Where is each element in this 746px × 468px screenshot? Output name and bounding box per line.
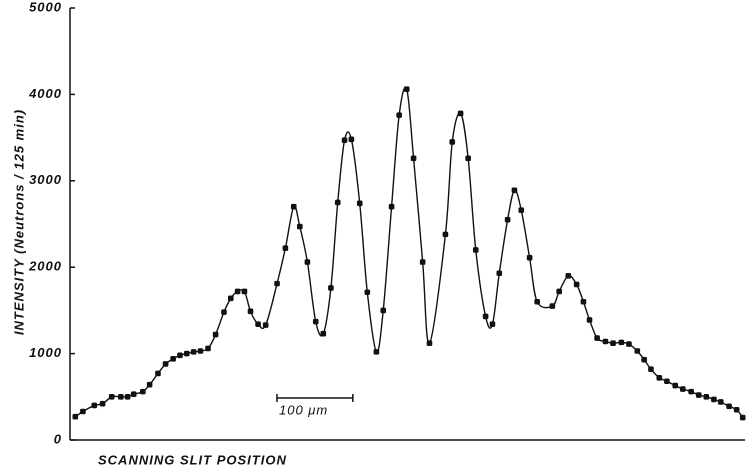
data-point — [573, 281, 580, 288]
data-point — [641, 356, 647, 363]
data-point — [489, 321, 496, 328]
data-point — [680, 386, 686, 392]
data-point — [241, 288, 248, 295]
data-point — [717, 399, 724, 405]
data-point — [255, 321, 261, 328]
data-point — [664, 378, 670, 385]
data-point — [518, 207, 525, 213]
data-point — [197, 348, 204, 354]
data-point — [177, 352, 183, 359]
data-point — [221, 309, 227, 315]
data-point — [703, 394, 710, 400]
data-point — [146, 381, 153, 388]
data-point — [205, 345, 211, 352]
data-point — [511, 187, 518, 194]
data-point — [364, 289, 371, 296]
data-point — [472, 247, 479, 253]
scale-bar-label: 100 μm — [279, 402, 328, 417]
data-point — [586, 317, 593, 323]
data-point — [247, 308, 254, 315]
data-point — [140, 388, 146, 395]
data-point — [170, 355, 176, 362]
data-point — [496, 270, 503, 277]
data-point — [262, 322, 269, 328]
data-point — [290, 203, 297, 210]
data-point — [190, 349, 197, 355]
data-point — [594, 335, 600, 341]
data-point — [99, 400, 106, 407]
data-point — [419, 259, 426, 265]
data-point — [274, 280, 280, 287]
y-tick-label: 4000 — [28, 86, 62, 101]
y-tick-label: 2000 — [28, 259, 62, 274]
data-point — [356, 200, 363, 207]
data-point — [504, 216, 511, 223]
data-point — [334, 199, 341, 206]
data-point — [388, 203, 395, 210]
data-point — [739, 414, 746, 421]
y-tick-label: 0 — [54, 431, 62, 446]
x-axis-label: SCANNING SLIT POSITION — [98, 452, 287, 467]
y-tick-label: 3000 — [29, 172, 62, 187]
data-point — [396, 112, 402, 118]
data-point — [80, 408, 86, 415]
data-point — [602, 338, 609, 345]
data-point — [234, 288, 241, 295]
data-point — [482, 313, 489, 320]
data-point — [726, 403, 732, 410]
data-point — [656, 374, 663, 381]
data-point — [130, 391, 137, 398]
data-point — [626, 341, 632, 347]
data-point — [457, 110, 464, 117]
data-point — [648, 366, 654, 372]
data-point — [297, 223, 303, 230]
y-tick-label: 5000 — [29, 0, 62, 14]
data-point — [341, 137, 348, 143]
data-point — [155, 370, 161, 377]
data-point — [618, 339, 625, 346]
data-point — [449, 139, 456, 145]
data-point — [634, 348, 641, 354]
data-point — [695, 392, 702, 398]
data-point — [426, 340, 433, 347]
data-point — [733, 406, 740, 413]
y-tick-label: 1000 — [29, 345, 62, 360]
data-point — [410, 155, 417, 162]
data-point — [565, 273, 572, 279]
data-point — [526, 254, 533, 261]
data-point — [442, 231, 449, 238]
data-point — [108, 394, 115, 400]
data-point — [403, 86, 410, 93]
data-point — [711, 396, 717, 403]
data-point — [227, 295, 234, 302]
data-point — [328, 285, 334, 291]
data-point — [312, 318, 319, 325]
data-point — [672, 382, 679, 389]
data-point — [534, 298, 540, 305]
data-point — [373, 349, 380, 355]
data-point — [72, 413, 79, 420]
data-point — [688, 388, 694, 395]
data-point — [304, 259, 311, 265]
data-point — [549, 303, 556, 309]
data-point — [183, 350, 190, 357]
data-point — [91, 402, 98, 409]
data-point — [320, 330, 327, 337]
data-point — [212, 331, 219, 338]
fit-curve — [74, 86, 744, 418]
data-point — [610, 340, 616, 347]
data-point — [124, 394, 131, 400]
y-axis-label: INTENSITY (Neutrons / 125 min) — [11, 109, 26, 335]
data-point — [465, 155, 471, 162]
data-point — [282, 245, 289, 251]
data-point — [556, 288, 562, 295]
data-point — [348, 136, 355, 143]
data-point — [580, 298, 587, 305]
data-point — [118, 394, 124, 400]
data-point — [162, 361, 169, 367]
data-point — [380, 307, 387, 314]
